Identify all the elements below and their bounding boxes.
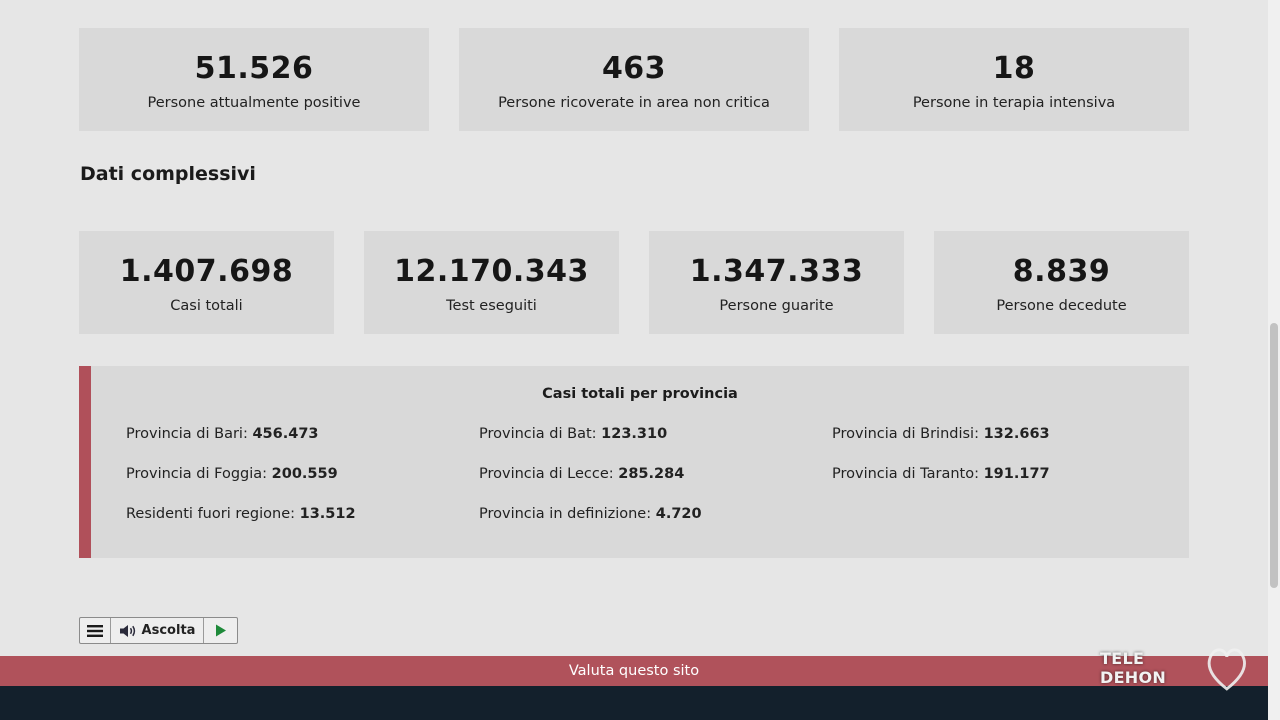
stat-label: Persone guarite <box>719 298 834 314</box>
province-label: Provincia di Brindisi: <box>832 426 979 442</box>
province-value: 132.663 <box>983 426 1050 442</box>
stat-label: Persone ricoverate in area non critica <box>498 95 770 111</box>
stat-card-total-cases: 1.407.698 Casi totali <box>79 231 334 334</box>
province-label: Provincia di Bari: <box>126 426 248 442</box>
rate-site-bar[interactable]: Valuta questo sito <box>0 656 1268 686</box>
listen-label: Ascolta <box>141 623 196 638</box>
read-aloud-player: Ascolta <box>79 617 238 644</box>
stat-card-deceased: 8.839 Persone decedute <box>934 231 1189 334</box>
page-scrollbar[interactable] <box>1268 0 1280 720</box>
province-value: 285.284 <box>618 466 685 482</box>
section-title: Dati complessivi <box>80 163 256 185</box>
province-item-foggia: Provincia di Foggia: 200.559 <box>126 466 338 482</box>
stat-card-positive: 51.526 Persone attualmente positive <box>79 28 429 131</box>
province-item-lecce: Provincia di Lecce: 285.284 <box>479 466 684 482</box>
stat-card-tests: 12.170.343 Test eseguiti <box>364 231 619 334</box>
broadcaster-watermark: TELE DEHON <box>1100 640 1250 696</box>
rate-site-label: Valuta questo sito <box>568 663 700 679</box>
play-icon <box>215 624 226 637</box>
province-item-out-of-region: Residenti fuori regione: 13.512 <box>126 506 356 522</box>
player-menu-button[interactable] <box>80 618 111 643</box>
stat-value: 8.839 <box>1012 254 1111 289</box>
province-value: 4.720 <box>655 506 702 522</box>
province-item-undefined: Provincia in definizione: 4.720 <box>479 506 702 522</box>
stat-value: 18 <box>992 51 1036 86</box>
province-value: 123.310 <box>601 426 668 442</box>
province-label: Provincia di Taranto: <box>832 466 979 482</box>
stat-label: Test eseguiti <box>446 298 537 314</box>
stat-value: 12.170.343 <box>394 254 589 289</box>
province-label: Provincia di Lecce: <box>479 466 614 482</box>
speaker-icon <box>119 624 135 637</box>
province-label: Provincia in definizione: <box>479 506 652 522</box>
province-item-bat: Provincia di Bat: 123.310 <box>479 426 667 442</box>
province-value: 456.473 <box>252 426 319 442</box>
province-value: 191.177 <box>983 466 1050 482</box>
stat-value: 1.407.698 <box>119 254 294 289</box>
province-value: 200.559 <box>271 466 338 482</box>
province-cases-panel: Casi totali per provincia Provincia di B… <box>79 366 1189 558</box>
stat-value: 463 <box>601 51 667 86</box>
province-item-bari: Provincia di Bari: 456.473 <box>126 426 319 442</box>
province-value: 13.512 <box>299 506 356 522</box>
scrollbar-thumb[interactable] <box>1270 323 1278 588</box>
play-button[interactable] <box>204 618 237 643</box>
stat-value: 51.526 <box>194 51 314 86</box>
stat-label: Persone in terapia intensiva <box>912 95 1116 111</box>
province-label: Provincia di Bat: <box>479 426 597 442</box>
province-item-brindisi: Provincia di Brindisi: 132.663 <box>832 426 1050 442</box>
province-label: Residenti fuori regione: <box>126 506 295 522</box>
stat-card-recovered: 1.347.333 Persone guarite <box>649 231 904 334</box>
stat-label: Casi totali <box>170 298 243 314</box>
hamburger-icon <box>87 624 103 637</box>
stat-value: 1.347.333 <box>689 254 864 289</box>
heart-logo-icon <box>1208 648 1247 691</box>
province-label: Provincia di Foggia: <box>126 466 268 482</box>
province-item-taranto: Provincia di Taranto: 191.177 <box>832 466 1050 482</box>
province-panel-title: Casi totali per provincia <box>542 386 738 402</box>
stat-card-intensive-care: 18 Persone in terapia intensiva <box>839 28 1189 131</box>
listen-button[interactable]: Ascolta <box>111 618 204 643</box>
watermark-text: TELE DEHON <box>1100 649 1167 687</box>
stat-card-hospitalized: 463 Persone ricoverate in area non criti… <box>459 28 809 131</box>
stat-label: Persone decedute <box>996 298 1127 314</box>
footer <box>0 686 1268 720</box>
stat-label: Persone attualmente positive <box>147 95 361 111</box>
